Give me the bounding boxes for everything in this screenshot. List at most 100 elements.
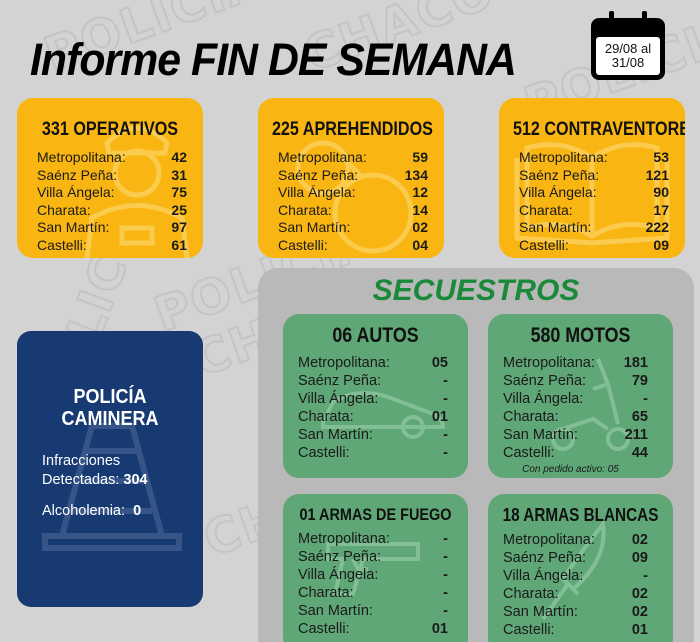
list-item: San Martín: - bbox=[298, 426, 448, 444]
row-label: Villa Ángela: bbox=[37, 184, 115, 200]
list-item: Villa Ángela: 75 bbox=[37, 184, 187, 202]
row-label: Castelli: bbox=[278, 236, 328, 253]
row-value: 14 bbox=[412, 201, 428, 218]
row-label: San Martín: bbox=[37, 219, 110, 235]
row-label: Castelli: bbox=[503, 622, 555, 638]
list-item: Saénz Peña: 31 bbox=[37, 167, 187, 185]
card-operativos: 331 OPERATIVOS Metropolitana: 42 Saénz Pe… bbox=[17, 98, 203, 258]
row-value: 01 bbox=[431, 621, 448, 637]
row-label: Villa Ángela: bbox=[519, 184, 597, 200]
row-value: 05 bbox=[431, 355, 448, 371]
row-label: Metropolitana: bbox=[519, 149, 608, 165]
row-value: 01 bbox=[631, 622, 648, 638]
row-value: 211 bbox=[624, 427, 648, 443]
row-value: 02 bbox=[412, 219, 428, 235]
list-item: Castelli: 09 bbox=[519, 237, 669, 255]
list-item: Villa Ángela: 90 bbox=[519, 184, 669, 202]
card-title: 580 MOTOS bbox=[530, 324, 631, 347]
list-item: San Martín: 222 bbox=[519, 219, 669, 237]
row-label: Castelli: bbox=[298, 445, 350, 461]
card-armas-de-fuego: 01 ARMAS DE FUEGO Metropolitana: - Saénz … bbox=[283, 494, 468, 642]
alcoholemia-row: Alcoholemia: 0 bbox=[42, 502, 203, 521]
card-title: 225 APREHENDIDOS bbox=[271, 119, 433, 140]
list-item: Saénz Peña: 79 bbox=[503, 372, 648, 390]
date-range: 29/08 al 31/08 bbox=[596, 37, 660, 75]
row-value: 09 bbox=[631, 550, 648, 566]
list-item: Castelli: 61 bbox=[37, 237, 187, 255]
row-label: San Martín: bbox=[519, 219, 592, 235]
list-item: San Martín: - bbox=[298, 602, 448, 620]
row-value: 222 bbox=[645, 219, 669, 235]
car-icon bbox=[321, 391, 446, 439]
list-item: Metropolitana: 59 bbox=[278, 149, 428, 167]
row-label: Charata: bbox=[278, 201, 332, 218]
list-item: Saénz Peña: - bbox=[298, 372, 448, 390]
row-label: Castelli: bbox=[298, 621, 350, 637]
scooter-icon bbox=[551, 358, 630, 451]
row-value: 04 bbox=[412, 236, 428, 253]
row-value: 65 bbox=[631, 409, 648, 425]
row-value: 09 bbox=[653, 236, 669, 253]
date-range-end: 31/08 bbox=[611, 55, 645, 70]
card-armas-blancas: 18 ARMAS BLANCAS Metropolitana: 02 Saénz … bbox=[488, 494, 673, 642]
alcoholemia-label: Alcoholemia: bbox=[42, 503, 126, 519]
calendar-icon: 29/08 al 31/08 bbox=[591, 11, 665, 80]
row-value: - bbox=[443, 427, 448, 443]
list-item: Metropolitana: - bbox=[298, 530, 448, 548]
row-label: Castelli: bbox=[37, 236, 87, 253]
row-value: - bbox=[443, 567, 448, 583]
row-value: - bbox=[443, 603, 448, 619]
list-item: San Martín: 02 bbox=[278, 219, 428, 237]
list-item: Saénz Peña: - bbox=[298, 548, 448, 566]
list-item: Charata: 25 bbox=[37, 202, 187, 220]
infracciones-row: Detectadas: 304 bbox=[42, 471, 203, 490]
row-label: Saénz Peña: bbox=[278, 166, 359, 183]
row-value: 42 bbox=[171, 149, 187, 165]
row-label: San Martín: bbox=[298, 427, 373, 443]
list-item: San Martín: 02 bbox=[503, 603, 648, 621]
row-label: Charata: bbox=[298, 585, 354, 601]
list-item: Charata: 02 bbox=[503, 585, 648, 603]
row-value: 61 bbox=[171, 236, 187, 253]
list-item: Metropolitana: 42 bbox=[37, 149, 187, 167]
row-label: Charata: bbox=[519, 201, 573, 218]
row-label: Castelli: bbox=[519, 236, 569, 253]
card-autos: 06 AUTOS Metropolitana: 05 Saénz Peña: - V… bbox=[283, 314, 468, 478]
row-value: - bbox=[443, 549, 448, 565]
card-contraventores: 512 CONTRAVENTORES Metropolitana: 53 Saén… bbox=[499, 98, 685, 258]
page-title: Informe FIN DE SEMANA bbox=[30, 34, 517, 85]
list-item: Charata: 14 bbox=[278, 202, 428, 220]
row-label: San Martín: bbox=[503, 604, 578, 620]
row-label: Charata: bbox=[37, 201, 91, 218]
infracciones-value: 304 bbox=[123, 472, 148, 488]
row-label: San Martín: bbox=[278, 219, 351, 235]
list-item: Charata: 17 bbox=[519, 202, 669, 220]
row-value: - bbox=[443, 391, 448, 407]
list-item: Villa Ángela: 12 bbox=[278, 184, 428, 202]
list-item: Metropolitana: 181 bbox=[503, 354, 648, 372]
list-item: Villa Ángela: - bbox=[503, 567, 648, 585]
row-value: - bbox=[643, 391, 648, 407]
row-label: Metropolitana: bbox=[278, 149, 367, 165]
secuestros-title: SECUESTROS bbox=[372, 274, 580, 307]
row-label: Villa Ángela: bbox=[278, 184, 356, 200]
row-label: San Martín: bbox=[503, 427, 578, 443]
row-value: 79 bbox=[631, 373, 648, 389]
row-label: Metropolitana: bbox=[503, 355, 595, 371]
list-item: Castelli: 01 bbox=[298, 620, 448, 638]
list-item: Metropolitana: 53 bbox=[519, 149, 669, 167]
row-value: 90 bbox=[653, 184, 669, 200]
row-label: Charata: bbox=[503, 409, 559, 425]
row-value: 12 bbox=[412, 184, 428, 200]
caminera-title-line2: CAMINERA bbox=[61, 408, 159, 430]
row-label: Villa Ángela: bbox=[298, 391, 379, 407]
list-item: San Martín: 211 bbox=[503, 426, 648, 444]
row-label: Saénz Peña: bbox=[503, 373, 587, 389]
card-aprehendidos: 225 APREHENDIDOS Metropolitana: 59 Saénz … bbox=[258, 98, 444, 258]
row-value: 53 bbox=[653, 149, 669, 165]
card-title: 331 OPERATIVOS bbox=[41, 119, 179, 140]
traffic-cone-icon bbox=[42, 423, 182, 551]
list-item: Villa Ángela: - bbox=[298, 566, 448, 584]
row-value: 01 bbox=[431, 409, 448, 425]
pistol-icon bbox=[326, 542, 420, 596]
